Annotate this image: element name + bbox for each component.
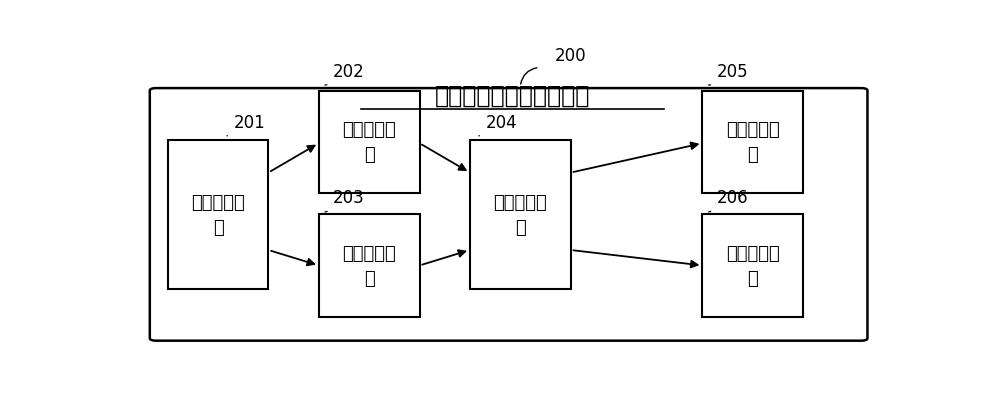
Text: 第一插入单
元: 第一插入单 元 <box>342 121 396 164</box>
Text: 205: 205 <box>716 63 748 81</box>
Text: 203: 203 <box>333 188 364 207</box>
FancyBboxPatch shape <box>702 91 803 193</box>
FancyBboxPatch shape <box>319 91 420 193</box>
FancyBboxPatch shape <box>168 141 268 289</box>
FancyBboxPatch shape <box>150 89 867 341</box>
Text: 第二插入单
元: 第二插入单 元 <box>342 244 396 287</box>
Text: 200: 200 <box>555 47 587 65</box>
FancyBboxPatch shape <box>702 215 803 317</box>
Text: 204: 204 <box>485 113 517 132</box>
Text: 202: 202 <box>333 63 364 81</box>
Text: 记录查找单
元: 记录查找单 元 <box>493 193 547 236</box>
Text: 第一分拣单
元: 第一分拣单 元 <box>726 121 780 164</box>
FancyBboxPatch shape <box>319 215 420 317</box>
Text: 任务分配单
元: 任务分配单 元 <box>191 193 245 236</box>
Text: 201: 201 <box>234 113 265 132</box>
Text: 基于模糊匹配的分拣装置: 基于模糊匹配的分拣装置 <box>435 84 590 108</box>
Text: 206: 206 <box>716 188 748 207</box>
FancyBboxPatch shape <box>470 141 571 289</box>
Text: 第二分拣单
元: 第二分拣单 元 <box>726 244 780 287</box>
